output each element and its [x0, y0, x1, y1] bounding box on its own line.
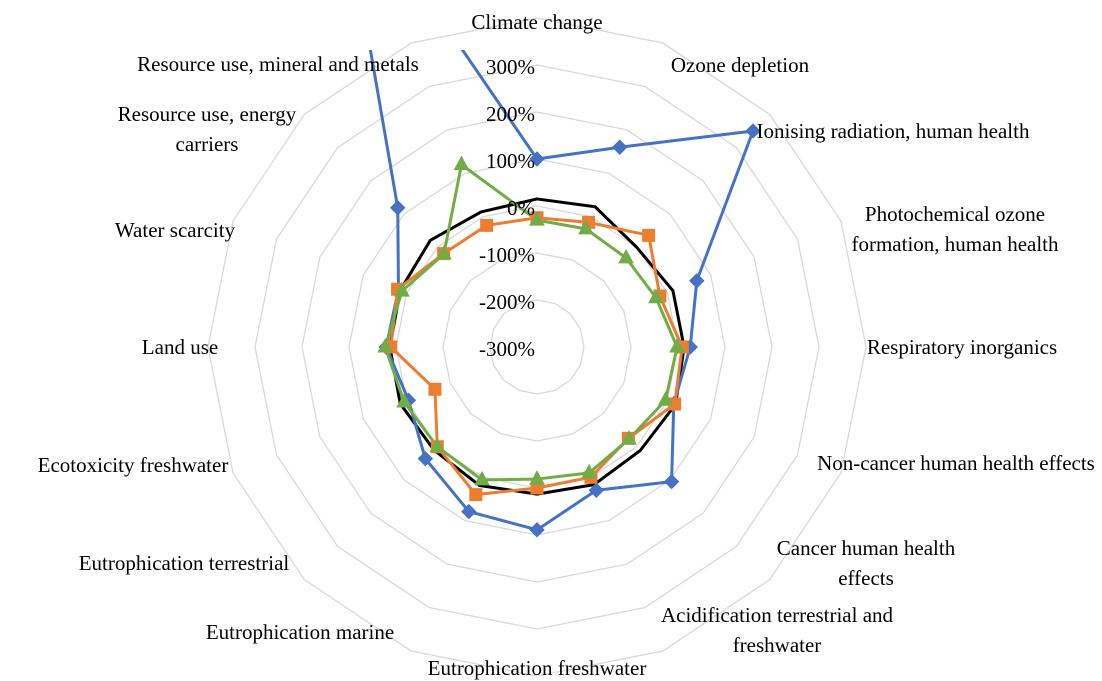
marker [529, 211, 545, 226]
y-tick-label: -100% [479, 243, 535, 267]
marker [529, 151, 545, 167]
category-label: Non-cancer human health effects [817, 451, 1095, 475]
marker [529, 522, 545, 538]
marker [529, 470, 545, 485]
category-label: Resource use, energy carriers [117, 102, 297, 156]
category-label: Respiratory inorganics [866, 335, 1058, 359]
category-label: Eutrophication terrestrial [78, 551, 290, 575]
y-tick-label: -200% [479, 290, 535, 314]
category-label: Resource use, mineral and metals [137, 52, 419, 76]
marker [461, 503, 477, 520]
marker [663, 473, 680, 490]
marker [618, 248, 634, 264]
category-label: Ozone depletion [670, 53, 810, 77]
marker [657, 391, 674, 406]
marker [642, 228, 656, 242]
marker [474, 470, 490, 486]
marker [581, 463, 597, 479]
category-label: Water scarcity [114, 218, 236, 242]
marker [669, 337, 685, 353]
marker [621, 430, 637, 445]
category-label: Photochemical ozone formation, human hea… [851, 202, 1059, 256]
grid-ring [489, 299, 585, 395]
marker [394, 282, 410, 297]
y-tick-label: 200% [486, 102, 535, 126]
marker [428, 382, 442, 396]
grid-ring [442, 252, 632, 442]
marker [436, 244, 452, 260]
marker [377, 337, 394, 353]
marker [648, 288, 664, 304]
marker [480, 218, 494, 232]
marker [668, 397, 682, 411]
marker [689, 273, 705, 289]
marker [578, 219, 594, 235]
marker [745, 123, 761, 139]
marker [429, 437, 446, 453]
y-tick-label: 0% [507, 196, 535, 220]
category-label: Cancer human health effects [776, 536, 956, 590]
marker [417, 450, 434, 467]
grid-ring [301, 111, 773, 583]
marker [469, 488, 483, 502]
category-label: Ionising radiation, human health [756, 119, 1030, 143]
y-tick-label: 300% [486, 55, 535, 79]
category-label: Climate change [471, 10, 603, 34]
category-label: Acidification terrestrial and freshwater [660, 603, 894, 657]
category-label: Eutrophication marine [205, 620, 395, 644]
outer-ring [207, 17, 867, 677]
marker [390, 200, 406, 216]
category-label: Ecotoxicity freshwater [37, 453, 229, 477]
grid-ring [254, 64, 820, 630]
y-tick-label: -300% [479, 337, 535, 361]
category-label: Land use [141, 335, 219, 359]
marker [396, 392, 412, 408]
marker [453, 155, 470, 171]
category-label: Eutrophication freshwater [427, 656, 647, 680]
marker [612, 139, 628, 155]
marker [588, 482, 605, 499]
y-tick-label: 100% [486, 149, 535, 173]
